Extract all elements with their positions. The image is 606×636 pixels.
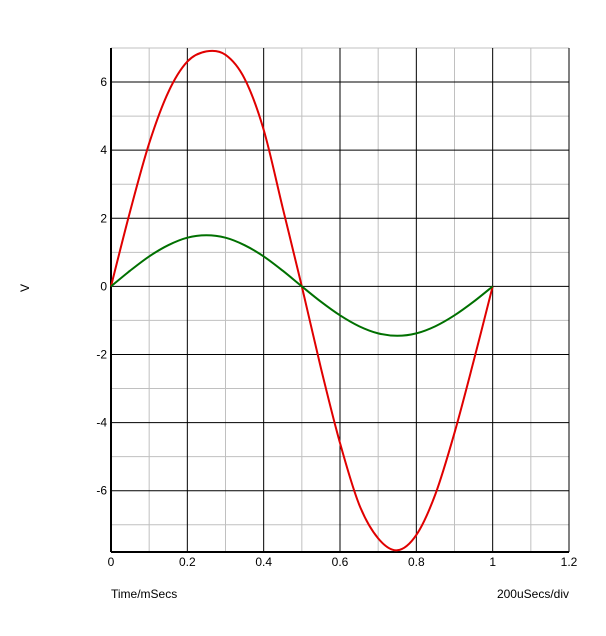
y-tick-label: -6 [96, 484, 107, 498]
y-tick-label: -2 [96, 347, 107, 361]
x-tick-label: 0.8 [408, 555, 425, 569]
major-grid [110, 48, 570, 552]
x-tick-label: 0.4 [255, 555, 272, 569]
y-tick-label: -4 [96, 416, 107, 430]
y-tick-label: 4 [100, 143, 107, 157]
y-tick-label: 6 [100, 75, 107, 89]
y-tick-label: 0 [100, 279, 107, 293]
y-axis-label: V [18, 284, 32, 292]
series-line-1 [110, 49, 494, 552]
scale-label: 200uSecs/div [497, 587, 569, 601]
axes [110, 48, 569, 553]
x-tick-label: 1 [489, 555, 496, 569]
x-axis-label: Time/mSecs [111, 587, 177, 601]
x-tick-label: 1.2 [561, 555, 578, 569]
series-line-2 [110, 234, 494, 337]
series-lines [110, 49, 494, 552]
y-tick-label: 2 [100, 211, 107, 225]
x-tick-label: 0.2 [179, 555, 196, 569]
x-tick-label: 0.6 [332, 555, 349, 569]
x-tick-label: 0 [108, 555, 115, 569]
tick-labels: 0 0.2 0.4 0.6 0.8 1 1.2 -6 -4 -2 0 2 4 6 [96, 75, 577, 569]
